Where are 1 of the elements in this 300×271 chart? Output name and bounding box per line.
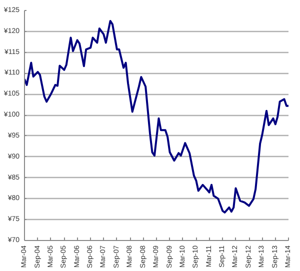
line-series bbox=[24, 20, 288, 214]
